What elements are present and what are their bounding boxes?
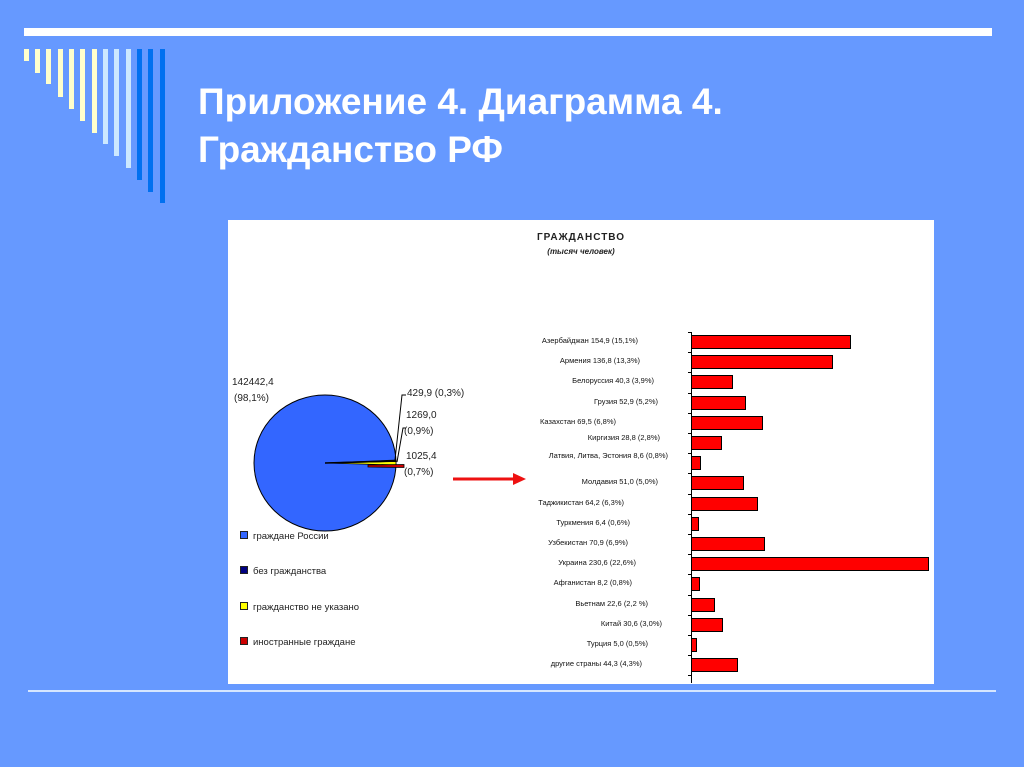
axis-tick: [688, 574, 692, 576]
legend-item-russia: граждане России: [240, 531, 329, 542]
axis-tick: [688, 554, 692, 556]
bar: [692, 516, 699, 531]
bar-label: Турция 5,0 (0,5%): [586, 639, 648, 648]
axis-tick: [688, 453, 692, 455]
legend-item-foreign: иностранные граждане: [240, 637, 356, 648]
bar-label: Белоруссия 40,3 (3,9%): [572, 376, 654, 386]
decor-stripe: [46, 49, 51, 84]
legend-item-not-specified: гражданство не указано: [240, 602, 359, 613]
bar-label: Туркмения 6,4 (0,6%): [556, 517, 630, 527]
axis-tick: [688, 493, 692, 495]
legend-swatch-icon: [240, 566, 248, 575]
bar-label: Армения 136,8 (13,3%): [559, 356, 640, 366]
leader-line-stateless: [394, 394, 406, 461]
bar-label: Грузия 52,9 (5,2%): [593, 396, 658, 406]
top-rule-divider: [24, 28, 992, 36]
bar: [692, 476, 744, 491]
pie-label-russia-value: 142442,4: [232, 377, 274, 388]
axis-tick: [688, 594, 692, 596]
pie-chart: [253, 394, 526, 532]
citizenship-chart: ГРАЖДАНСТВО (тысяч человек) 142442,4 (98…: [228, 220, 934, 684]
axis-tick: [688, 473, 692, 475]
axis-tick: [688, 614, 692, 616]
bar-label: Украина 230,6 (22,6%): [558, 558, 636, 568]
pie-label-stateless: 429,9 (0,3%): [407, 388, 465, 399]
bar: [692, 436, 722, 450]
pie-label-foreign-pct: (0,7%): [404, 467, 434, 478]
legend-swatch-icon: [240, 531, 248, 540]
decor-stripe: [92, 49, 97, 133]
pie-label-russia-pct: (98,1%): [234, 393, 270, 404]
axis-tick: [688, 534, 692, 535]
leader-line-not-specified: [396, 427, 406, 463]
bar-label: Молдавия 51,0 (5,0%): [581, 477, 658, 487]
bar: [692, 638, 697, 652]
axis-tick: [688, 392, 692, 394]
pie-label-not-specified-value: 1269,0: [406, 410, 437, 421]
bar-label: Казахстан 69,5 (6,8%): [540, 416, 616, 426]
pie-label-not-specified-pct: (0,9%): [404, 426, 434, 437]
decor-stripe: [103, 49, 108, 144]
axis-tick: [688, 372, 692, 374]
bar: [692, 577, 700, 592]
bar: [692, 617, 723, 632]
axis-tick: [688, 433, 692, 434]
bar: [692, 456, 701, 471]
red-arrow-head: [513, 473, 526, 485]
decor-stripe: [24, 49, 29, 61]
bar: [692, 597, 715, 612]
bar-label: Латвия, Литва, Эстония 8,6 (0,8%): [548, 451, 668, 461]
bar: [692, 658, 738, 673]
decor-stripe: [148, 49, 153, 192]
axis-tick: [688, 675, 692, 677]
decor-stripe: [80, 49, 85, 121]
axis-tick: [688, 513, 692, 515]
axis-tick: [688, 635, 692, 636]
bar-label: Китай 30,6 (3,0%): [600, 618, 662, 628]
decor-stripe: [69, 49, 74, 109]
bar-label: Азербайджан 154,9 (15,1%): [541, 336, 638, 345]
axis-tick: [688, 352, 692, 354]
bar-label: другие страны 44,3 (4,3%): [550, 659, 642, 669]
bottom-rule-divider: [28, 690, 996, 692]
bar-label: Узбекистан 70,9 (6,9%): [548, 538, 628, 547]
axis-tick: [688, 412, 692, 414]
decor-stripe: [114, 49, 119, 156]
bar: [692, 375, 733, 390]
decor-stripe: [160, 49, 165, 203]
pie-slice-foreign: [367, 464, 405, 468]
bar: [692, 557, 929, 572]
bar-label: Киргизия 28,8 (2,8%): [587, 433, 660, 442]
bar: [692, 415, 763, 430]
chart-title: ГРАЖДАНСТВО: [536, 232, 626, 243]
bar: [692, 496, 758, 511]
bar-chart-axis: [691, 332, 692, 683]
axis-tick: [688, 332, 692, 333]
decor-stripe: [137, 49, 142, 180]
axis-tick: [688, 655, 692, 657]
bar: [692, 335, 851, 349]
decor-stripe: [126, 49, 131, 168]
bar: [692, 537, 765, 551]
legend-item-stateless: без гражданства: [240, 566, 326, 577]
bar-label: Таджикистан 64,2 (6,3%): [538, 497, 624, 507]
decor-stripe: [58, 49, 63, 97]
chart-subtitle: (тысяч человек): [547, 247, 615, 256]
legend-swatch-icon: [240, 637, 248, 646]
bar: [692, 395, 746, 410]
slide-title: Приложение 4. Диаграмма 4. Гражданство Р…: [198, 78, 723, 174]
slide-title-line-2: Гражданство РФ: [198, 129, 503, 170]
bar-label: Афганистан 8,2 (0,8%): [553, 578, 632, 588]
bar-label: Вьетнам 22,6 (2,2 %): [575, 598, 648, 608]
bar: [692, 355, 833, 370]
slide-title-line-1: Приложение 4. Диаграмма 4.: [198, 81, 723, 122]
decor-stripe: [35, 49, 40, 73]
legend-swatch-icon: [240, 602, 248, 611]
pie-label-foreign-value: 1025,4: [406, 451, 437, 462]
